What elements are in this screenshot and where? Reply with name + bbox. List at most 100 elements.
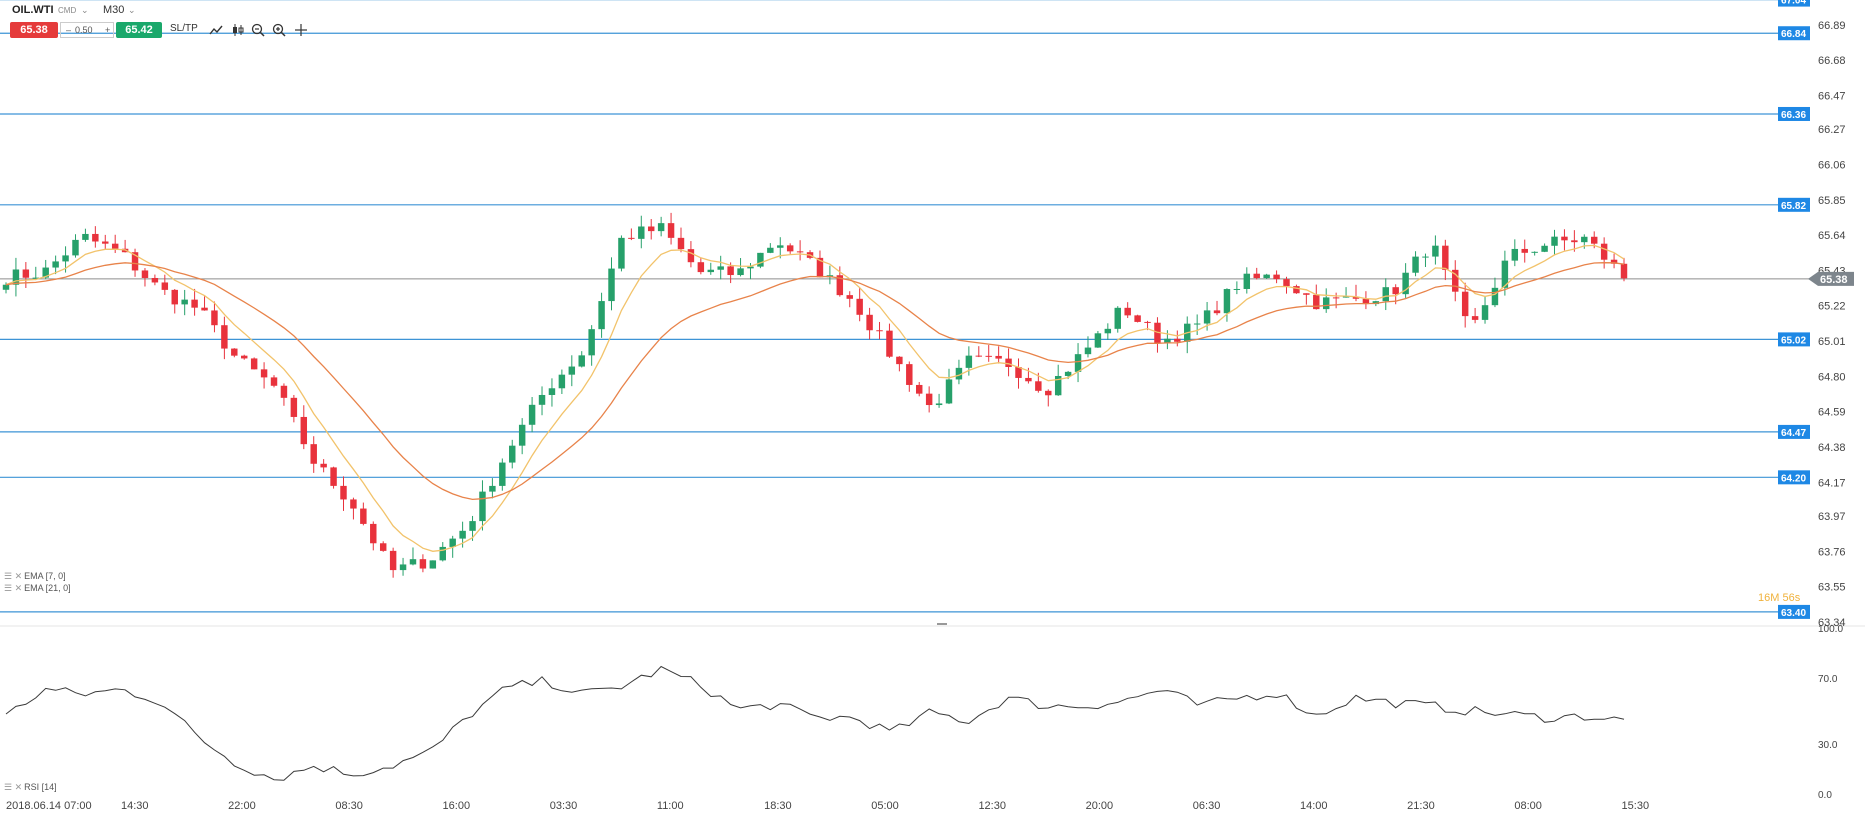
level-price-text: 65.02	[1781, 335, 1806, 346]
price-axis-tick: 63.97	[1818, 511, 1846, 523]
candle-body	[1392, 287, 1399, 295]
drag-handle-icon[interactable]: ☰ ✕	[4, 571, 23, 581]
decrease-button[interactable]: –	[66, 25, 72, 35]
candle-body	[1084, 347, 1092, 355]
crosshair-icon[interactable]	[293, 22, 309, 38]
candlestick-icon[interactable]	[230, 22, 246, 38]
sltp-button[interactable]: SL/TP	[170, 23, 198, 34]
candle-body	[161, 282, 169, 290]
time-axis-label: 18:30	[764, 800, 792, 812]
candle-body	[657, 223, 665, 232]
rsi-axis-tick: 0.0	[1818, 790, 1832, 801]
candle-body	[518, 424, 526, 446]
candle-body	[469, 521, 476, 531]
candle-body	[310, 444, 317, 464]
level-price-label[interactable]	[1778, 197, 1810, 212]
candle-body	[241, 355, 248, 359]
candle-body	[1422, 256, 1429, 258]
candle-body	[409, 559, 417, 565]
candle-body	[1035, 381, 1042, 391]
candle-body	[945, 379, 953, 404]
sell-button[interactable]: 65.38	[10, 22, 58, 38]
level-price-label[interactable]	[1778, 332, 1810, 347]
time-axis-label: 11:00	[657, 800, 684, 812]
candle-body	[82, 233, 89, 240]
candle-body	[836, 275, 844, 296]
candle-body	[1491, 287, 1499, 306]
chart-toolbar: OIL.WTI CMD ⌄ M30 ⌄ 65.38 – 0.50 + 65.42…	[0, 0, 340, 44]
price-axis-tick: 63.34	[1818, 617, 1846, 629]
line-chart-icon[interactable]	[208, 22, 224, 38]
ema7-legend[interactable]: ☰ ✕ EMA [7, 0]	[4, 571, 66, 582]
ema21-legend[interactable]: ☰ ✕ EMA [21, 0]	[4, 583, 71, 594]
candle-body	[965, 355, 973, 368]
candle-body	[509, 445, 516, 463]
level-price-label[interactable]	[1778, 106, 1810, 121]
candle-body	[916, 384, 923, 394]
candle-body	[1461, 291, 1469, 317]
current-price-text: 65.38	[1820, 274, 1848, 286]
zoom-out-icon[interactable]	[250, 22, 266, 38]
price-axis-tick: 64.59	[1818, 407, 1846, 419]
level-price-label[interactable]	[1778, 424, 1810, 439]
candle-body	[499, 462, 506, 486]
candle-body	[866, 314, 873, 331]
candle-body	[995, 355, 1002, 359]
candle-body	[687, 249, 695, 263]
candle-body	[270, 377, 278, 386]
candle-body	[737, 268, 744, 276]
time-axis-label: 20:00	[1086, 800, 1114, 812]
price-axis-tick: 63.55	[1818, 582, 1846, 594]
current-price-label	[1808, 271, 1854, 286]
level-price-label[interactable]	[1778, 470, 1810, 485]
candle-body	[727, 266, 734, 276]
buy-button[interactable]: 65.42	[116, 22, 162, 38]
rsi-axis-tick: 30.0	[1818, 740, 1838, 751]
candle-body	[1054, 375, 1062, 396]
candle-body	[1263, 274, 1270, 279]
level-price-label[interactable]	[1778, 26, 1810, 41]
zoom-in-icon[interactable]	[271, 22, 287, 38]
level-price-text: 66.84	[1781, 29, 1806, 40]
candle-body	[1005, 358, 1012, 368]
candle-body	[1412, 256, 1419, 273]
candle-body	[1342, 296, 1350, 298]
candle-body	[52, 261, 59, 268]
candle-body	[22, 269, 30, 278]
rsi-legend[interactable]: ☰ ✕ RSI [14]	[4, 782, 57, 793]
candle-body	[638, 226, 645, 239]
symbol-name[interactable]: OIL.WTI	[12, 4, 54, 16]
increase-button[interactable]: +	[105, 25, 111, 35]
candles-group	[2, 212, 1628, 578]
volume-value[interactable]: 0.50	[75, 25, 93, 35]
timeframe-selector[interactable]: M30	[103, 4, 125, 16]
candle-body	[221, 325, 228, 349]
level-price-label[interactable]	[1778, 604, 1810, 619]
candle-body	[707, 269, 714, 273]
candle-body	[72, 239, 79, 256]
candle-body	[479, 491, 486, 522]
candle-body	[151, 277, 159, 283]
drag-handle-icon[interactable]: ☰ ✕	[4, 782, 23, 792]
candle-body	[290, 397, 298, 417]
candle-body	[1352, 296, 1360, 299]
chevron-down-icon[interactable]: ⌄	[81, 5, 89, 15]
price-axis-tick: 66.68	[1818, 55, 1846, 67]
candle-body	[1303, 293, 1310, 295]
candle-body	[608, 268, 615, 302]
candle-body	[1620, 263, 1628, 279]
candle-body	[1233, 288, 1241, 290]
candle-body	[846, 295, 853, 299]
candle-body	[340, 485, 347, 500]
level-price-label[interactable]	[1778, 0, 1810, 7]
candle-body	[1193, 323, 1201, 325]
symbol-type: CMD	[58, 6, 77, 15]
candle-body	[777, 245, 784, 248]
candle-body	[211, 310, 218, 326]
drag-handle-icon[interactable]: ☰ ✕	[4, 583, 23, 593]
volume-stepper[interactable]: – 0.50 +	[60, 22, 114, 38]
candle-body	[896, 356, 903, 365]
candle-body	[1332, 297, 1340, 299]
chevron-down-icon[interactable]: ⌄	[128, 5, 136, 15]
